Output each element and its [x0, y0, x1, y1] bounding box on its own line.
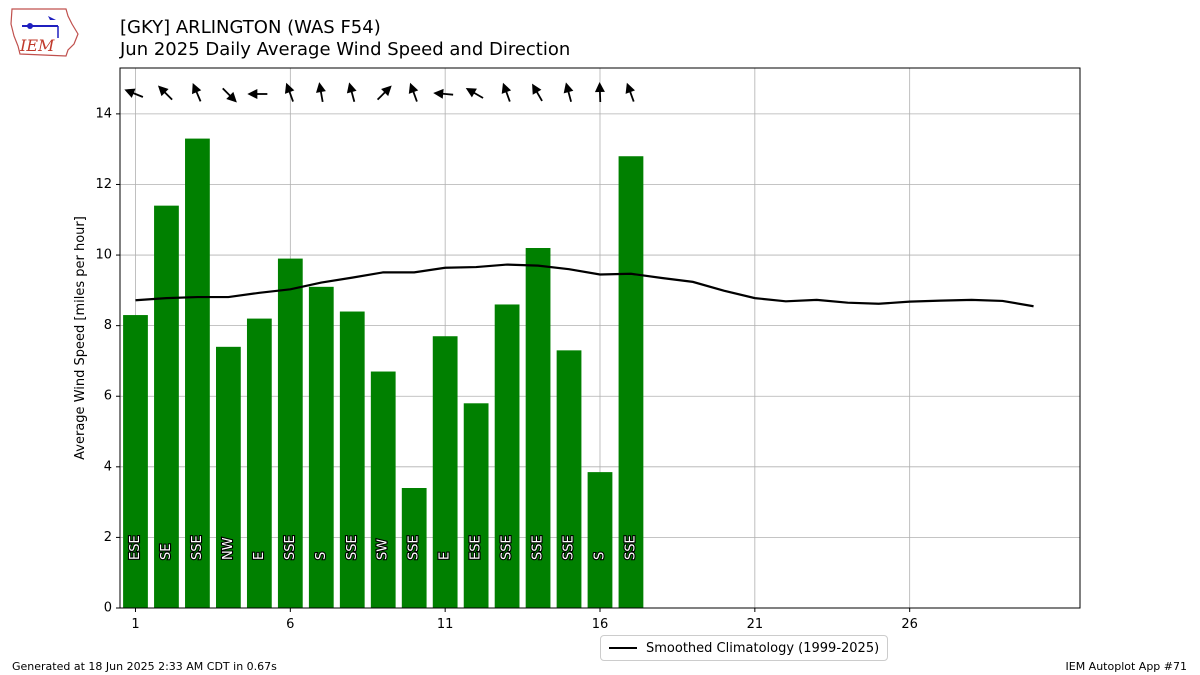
bar-day-3 — [185, 138, 210, 608]
y-tick-label: 10 — [95, 248, 112, 263]
wind-arrow-day-15 — [563, 82, 574, 102]
y-tick-label: 8 — [104, 318, 112, 333]
bar-day-4 — [216, 346, 241, 608]
iem-logo: IEM — [10, 8, 79, 57]
y-axis-label: Average Wind Speed [miles per hour] — [73, 216, 88, 460]
direction-label-day-13: SSE — [500, 535, 515, 560]
wind-arrow-day-13 — [501, 82, 512, 102]
y-tick-label: 12 — [95, 177, 112, 192]
footer-generated: Generated at 18 Jun 2025 2:33 AM CDT in … — [12, 660, 277, 673]
wind-arrow-day-17 — [625, 82, 635, 102]
bar-day-1 — [123, 315, 148, 608]
direction-label-day-11: E — [438, 552, 453, 560]
chart-subtitle: Jun 2025 Daily Average Wind Speed and Di… — [120, 39, 571, 60]
direction-label-day-12: ESE — [469, 535, 484, 560]
legend-label: Smoothed Climatology (1999-2025) — [646, 640, 880, 656]
wind-arrow-day-14 — [532, 83, 543, 102]
direction-label-day-8: SSE — [345, 535, 360, 560]
climatology-line — [135, 263, 1034, 308]
bar-day-12 — [463, 403, 489, 608]
bar-day-16 — [587, 472, 613, 608]
bar-day-5 — [246, 318, 272, 608]
wind-arrow-day-8 — [346, 82, 357, 102]
bar-day-10 — [401, 488, 427, 608]
direction-label-day-2: SE — [159, 544, 174, 560]
bar-day-17 — [618, 156, 644, 608]
x-tick-label: 1 — [131, 617, 139, 632]
wind-arrow-day-3 — [192, 82, 202, 102]
direction-label-day-15: SSE — [562, 535, 577, 560]
bar-day-9 — [370, 371, 396, 608]
bar-day-6 — [277, 258, 303, 608]
bar-day-2 — [154, 205, 179, 608]
x-tick-label: 11 — [437, 617, 454, 632]
bar-day-7 — [308, 286, 334, 608]
direction-label-day-10: SSE — [407, 535, 422, 560]
footer-app: IEM Autoplot App #71 — [1065, 660, 1188, 673]
x-tick-label: 21 — [747, 617, 764, 632]
legend-line-swatch — [609, 647, 637, 649]
wind-arrow-day-2 — [157, 85, 173, 101]
bar-day-14 — [525, 248, 551, 608]
direction-label-day-6: SSE — [283, 535, 298, 560]
direction-label-day-4: NW — [221, 537, 236, 560]
legend: Smoothed Climatology (1999-2025) — [600, 635, 889, 661]
y-tick-label: 4 — [104, 459, 112, 474]
wind-arrow-day-7 — [316, 82, 326, 103]
direction-label-day-9: SW — [376, 539, 391, 560]
direction-label-day-7: S — [314, 552, 329, 560]
chart-title: [GKY] ARLINGTON (WAS F54) — [120, 17, 381, 38]
bar-day-13 — [494, 304, 520, 608]
y-tick-label: 6 — [104, 389, 112, 404]
wind-arrow-day-9 — [376, 85, 392, 101]
x-tick-label: 26 — [901, 617, 918, 632]
wind-arrow-day-1 — [124, 88, 144, 98]
x-tick-label: 6 — [286, 617, 294, 632]
wind-arrow-day-12 — [465, 88, 484, 99]
wind-arrow-day-10 — [408, 82, 419, 102]
direction-label-day-17: SSE — [623, 535, 638, 560]
direction-label-day-3: SSE — [190, 535, 205, 560]
bar-day-8 — [339, 311, 365, 608]
direction-label-day-5: E — [252, 552, 267, 560]
y-tick-label: 14 — [95, 106, 112, 121]
wind-arrow-day-11 — [433, 88, 454, 99]
x-tick-label: 16 — [592, 617, 609, 632]
wind-arrow-day-4 — [222, 87, 237, 103]
direction-label-day-1: ESE — [128, 535, 143, 560]
direction-label-day-14: SSE — [531, 535, 546, 560]
bar-day-15 — [556, 350, 582, 608]
y-tick-label: 0 — [104, 601, 112, 616]
wind-arrow-day-6 — [284, 82, 295, 102]
wind-arrow-day-16 — [594, 82, 605, 103]
direction-label-day-16: S — [593, 552, 608, 560]
iem-logo-text: IEM — [19, 36, 55, 55]
wind-arrow-day-5 — [247, 89, 268, 99]
bar-day-11 — [432, 336, 458, 608]
y-tick-label: 2 — [104, 530, 112, 545]
